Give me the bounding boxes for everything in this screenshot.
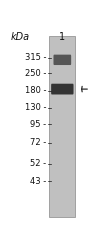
Text: 43 -: 43 - [30,176,46,186]
Text: 315 -: 315 - [25,54,46,62]
Bar [49,36,75,217]
FancyBboxPatch shape [54,55,71,65]
Text: 52 -: 52 - [30,159,46,168]
Text: 180 -: 180 - [25,86,46,95]
Text: 95 -: 95 - [30,120,46,129]
FancyBboxPatch shape [51,84,74,94]
Text: kDa: kDa [11,32,30,42]
Text: 72 -: 72 - [30,138,46,147]
Text: 1: 1 [59,32,65,42]
Text: 250 -: 250 - [25,69,46,78]
Text: 130 -: 130 - [25,104,46,112]
